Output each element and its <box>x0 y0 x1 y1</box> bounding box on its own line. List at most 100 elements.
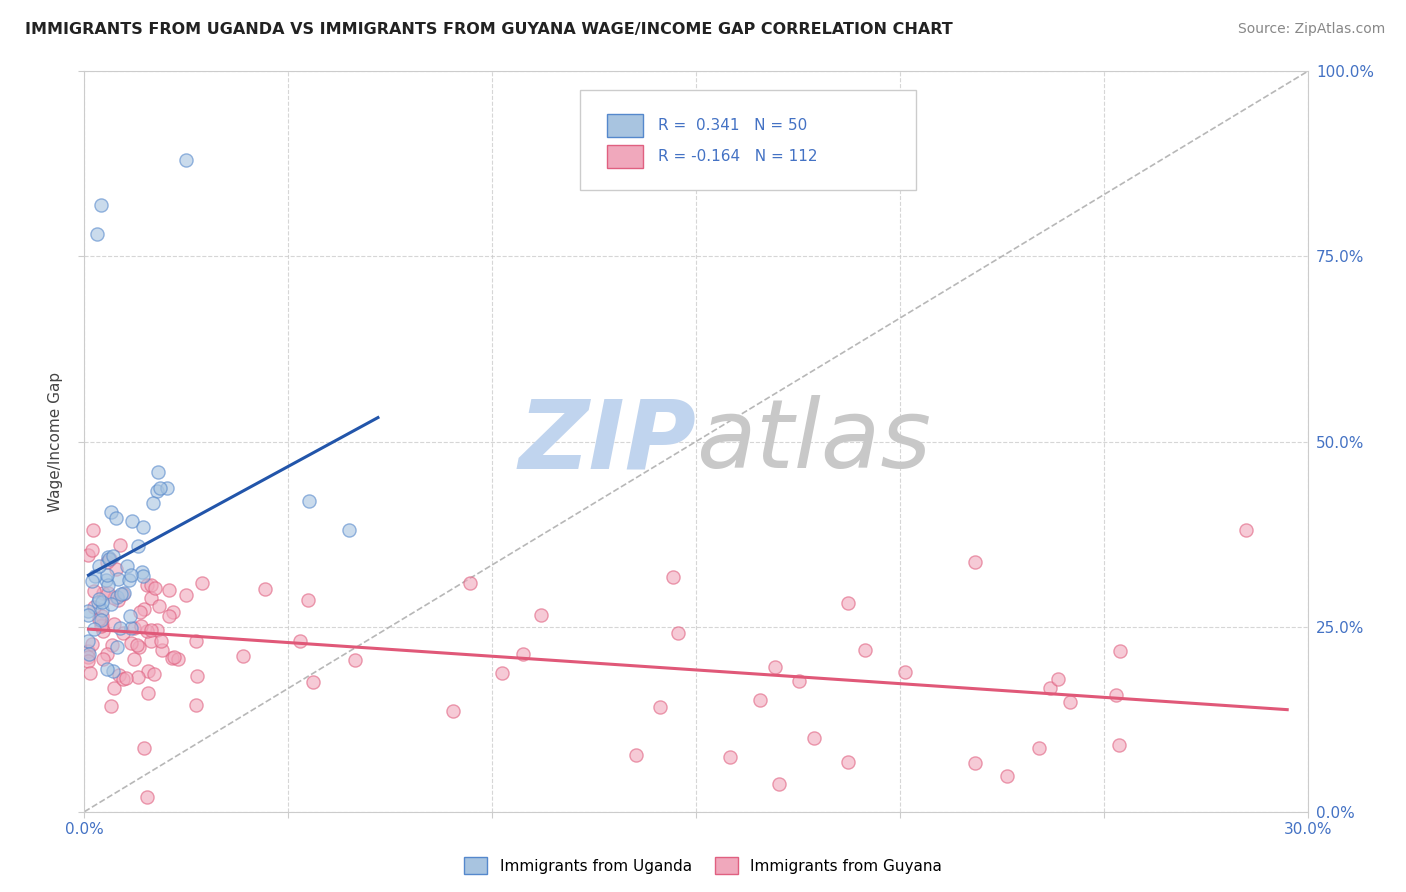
Point <box>97 586 120 600</box>
Point <box>107 572 129 586</box>
Point <box>129 619 152 633</box>
Point <box>100 698 122 713</box>
Point <box>90 619 112 633</box>
Point <box>344 653 367 667</box>
Point <box>163 650 186 665</box>
FancyBboxPatch shape <box>579 90 917 190</box>
Point <box>112 586 135 600</box>
Point <box>134 602 156 616</box>
Point <box>112 672 135 686</box>
Point <box>1028 740 1050 755</box>
Point <box>148 466 170 480</box>
Point <box>90 603 112 617</box>
Legend: Immigrants from Uganda, Immigrants from Guyana: Immigrants from Uganda, Immigrants from … <box>458 851 948 880</box>
Point <box>98 552 121 566</box>
Point <box>166 651 188 665</box>
Point <box>129 605 152 619</box>
Point <box>1108 738 1130 752</box>
Point <box>77 604 100 618</box>
Point <box>96 556 118 570</box>
Point <box>141 634 163 648</box>
Point <box>91 586 114 600</box>
Point <box>297 592 319 607</box>
Point <box>103 616 125 631</box>
Point <box>662 570 685 584</box>
Point <box>105 591 128 605</box>
Point <box>530 608 553 623</box>
Y-axis label: Wage/Income Gap: Wage/Income Gap <box>48 371 63 512</box>
Point <box>89 612 111 626</box>
Text: ZIP: ZIP <box>517 395 696 488</box>
Point <box>1236 524 1258 538</box>
Point <box>441 704 464 718</box>
Point <box>82 574 104 588</box>
Point <box>768 777 790 791</box>
Point <box>80 637 103 651</box>
Point <box>108 668 131 682</box>
Point <box>120 568 142 582</box>
Point <box>83 600 105 615</box>
Point <box>135 624 157 639</box>
Point <box>298 493 321 508</box>
Point <box>93 652 115 666</box>
Point <box>77 548 100 562</box>
Point <box>142 496 165 510</box>
Point <box>77 644 100 658</box>
Point <box>232 649 254 664</box>
Point <box>83 622 105 636</box>
Bar <box>606 114 644 136</box>
Point <box>1039 681 1062 696</box>
Point <box>145 624 167 638</box>
Point <box>111 626 134 640</box>
Point <box>97 552 120 566</box>
Point <box>965 555 987 569</box>
Point <box>1047 672 1070 686</box>
Point <box>132 520 155 534</box>
Point <box>82 542 104 557</box>
Point <box>512 647 534 661</box>
Point <box>132 741 155 756</box>
Point <box>86 227 108 242</box>
Text: IMMIGRANTS FROM UGANDA VS IMMIGRANTS FROM GUYANA WAGE/INCOME GAP CORRELATION CHA: IMMIGRANTS FROM UGANDA VS IMMIGRANTS FRO… <box>25 22 953 37</box>
Point <box>131 569 153 583</box>
Point <box>77 634 100 648</box>
Point <box>115 559 138 574</box>
Point <box>150 634 173 648</box>
Point <box>115 671 138 685</box>
Point <box>149 481 172 495</box>
Point <box>105 562 128 576</box>
Point <box>101 549 124 564</box>
Point <box>83 583 105 598</box>
Point <box>837 755 859 769</box>
Point <box>787 673 810 688</box>
Point <box>77 654 100 668</box>
Point <box>136 578 159 592</box>
Point <box>91 595 114 609</box>
Point <box>837 596 859 610</box>
Point <box>87 591 110 606</box>
Point <box>156 481 179 495</box>
Point <box>254 582 277 596</box>
Point <box>136 789 159 804</box>
Point <box>748 693 770 707</box>
Point <box>79 665 101 680</box>
Point <box>100 505 122 519</box>
Point <box>110 587 132 601</box>
Point <box>339 524 361 538</box>
Point <box>131 565 153 579</box>
Point <box>491 666 513 681</box>
Text: R =  0.341   N = 50: R = 0.341 N = 50 <box>658 118 807 133</box>
Point <box>150 643 173 657</box>
Point <box>90 609 112 624</box>
Point <box>995 768 1018 782</box>
Point <box>86 595 108 609</box>
Point <box>103 681 125 695</box>
Point <box>108 621 131 635</box>
Point <box>148 599 170 613</box>
Point <box>94 574 117 588</box>
Point <box>121 514 143 528</box>
Point <box>290 634 312 648</box>
Point <box>162 605 184 619</box>
Point <box>186 669 208 683</box>
Point <box>103 591 125 605</box>
